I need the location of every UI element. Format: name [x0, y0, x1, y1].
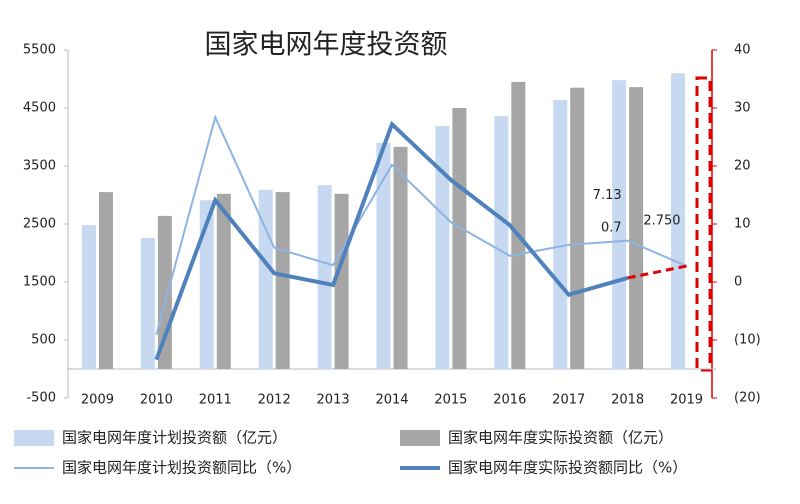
legend-label: 国家电网年度计划投资额（亿元）: [62, 429, 287, 447]
x-tick-label: 2014: [375, 393, 408, 408]
x-tick-label: 2016: [493, 393, 526, 408]
chart-title: 国家电网年度投资额: [205, 30, 448, 61]
y-tick-label: 1500: [23, 275, 56, 290]
bar: [612, 80, 627, 369]
legend-label: 国家电网年度计划投资额同比（%）: [62, 459, 301, 477]
x-tick-label: 2011: [199, 393, 232, 408]
line: [154, 120, 629, 361]
bar: [98, 192, 113, 369]
bar: [376, 142, 391, 369]
x-tick-label: 2013: [317, 393, 350, 408]
y-tick-label: 2500: [23, 217, 56, 232]
x-tick-label: 2015: [434, 393, 467, 408]
y-tick-label: 3500: [23, 159, 56, 174]
legend-label: 国家电网年度实际投资额同比（%）: [448, 459, 687, 477]
legend-swatch: [14, 430, 54, 446]
bar: [317, 185, 332, 369]
bar: [275, 192, 290, 369]
bar: [629, 87, 644, 370]
value-label: 7.13: [593, 188, 622, 203]
bar: [452, 108, 467, 369]
y2-tick-label: 30: [734, 101, 751, 116]
bar: [671, 73, 686, 369]
bar: [216, 193, 231, 369]
x-tick-label: 2009: [81, 393, 114, 408]
y2-tick-label: (20): [734, 391, 761, 406]
bar: [511, 81, 526, 370]
projection-line: [627, 264, 687, 280]
bar: [140, 237, 155, 369]
bar: [553, 99, 568, 369]
bar: [334, 193, 349, 369]
y-tick-label: 500: [31, 333, 56, 348]
x-tick-label: 2019: [670, 393, 703, 408]
y2-tick-label: (10): [734, 333, 761, 348]
value-label: 0.7: [601, 220, 622, 235]
x-tick-label: 2018: [611, 393, 644, 408]
bar: [393, 146, 408, 369]
y-tick-label: 4500: [23, 101, 56, 116]
bar: [81, 225, 96, 369]
highlight-box: [695, 76, 712, 372]
y2-tick-label: 10: [734, 217, 751, 232]
x-tick-label: 2010: [140, 393, 173, 408]
y2-tick-label: 40: [734, 43, 751, 58]
y2-tick-label: 0: [734, 275, 742, 290]
bar: [199, 200, 214, 369]
x-tick-label: 2017: [552, 393, 585, 408]
y2-tick-label: 20: [734, 159, 751, 174]
value-label: 2.750: [643, 214, 680, 229]
legend-swatch: [400, 430, 440, 446]
y-tick-label: 5500: [23, 43, 56, 58]
bar: [570, 87, 585, 369]
line: [155, 114, 687, 336]
y-tick-label: -500: [26, 391, 56, 406]
x-tick-label: 2012: [258, 393, 291, 408]
bar: [435, 125, 450, 369]
legend-label: 国家电网年度实际投资额（亿元）: [448, 429, 673, 447]
bar: [494, 116, 509, 370]
